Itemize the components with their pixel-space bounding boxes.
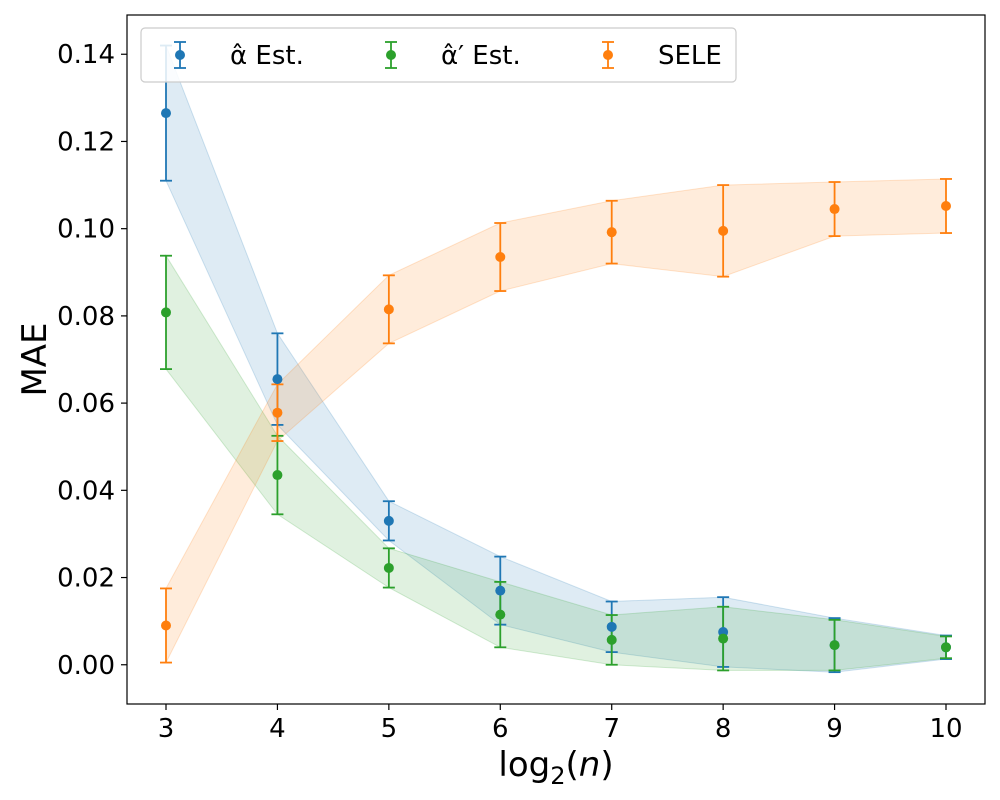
y-tick-label: 0.04 — [57, 476, 115, 506]
legend-item-series-2: SELE — [602, 41, 722, 71]
legend-marker — [385, 41, 397, 69]
point-series-0-x6 — [495, 585, 506, 596]
legend-label: SELE — [658, 41, 722, 71]
point-series-2-x3 — [161, 620, 171, 631]
point-series-2-x7 — [606, 227, 617, 238]
point-series-1-x9 — [829, 640, 840, 651]
point-series-1-x8 — [718, 633, 729, 644]
y-tick-label: 0.06 — [57, 389, 115, 419]
legend-item-series-1: α̂′ Est. — [385, 41, 521, 71]
x-tick-label: 10 — [929, 714, 962, 744]
data-points — [161, 108, 951, 653]
legend-marker — [602, 41, 614, 69]
point-series-1-x6 — [495, 609, 506, 620]
point-series-1-x7 — [606, 634, 617, 645]
legend-label: α̂ Est. — [230, 41, 304, 71]
confidence-bands — [165, 45, 947, 673]
x-tick-label: 3 — [158, 714, 175, 744]
point-series-0-x7 — [606, 621, 617, 632]
y-tick-label: 0.00 — [57, 651, 115, 681]
y-tick-label: 0.12 — [57, 127, 115, 157]
legend-marker — [174, 41, 186, 69]
point-series-1-x4 — [272, 470, 283, 481]
x-tick-label: 6 — [492, 714, 509, 744]
x-axis-ticks: 3 4 5 6 7 8 9 10 — [158, 704, 963, 744]
x-tick-label: 7 — [603, 714, 620, 744]
point-series-1-x3 — [161, 307, 171, 318]
point-series-2-x4 — [272, 407, 283, 418]
plot-frame — [126, 14, 986, 705]
band-series-1 — [165, 253, 947, 671]
x-tick-label: 9 — [826, 714, 843, 744]
band-series-0 — [165, 45, 947, 673]
point-series-2-x6 — [495, 252, 506, 263]
point-series-0-x4 — [272, 374, 283, 385]
y-tick-label: 0.02 — [57, 564, 115, 594]
point-series-2-x9 — [829, 204, 840, 215]
y-tick-label: 0.10 — [57, 215, 115, 245]
y-tick-label: 0.08 — [57, 302, 115, 332]
point-series-0-x5 — [383, 515, 394, 526]
point-series-1-x10 — [941, 642, 951, 653]
point-series-2-x5 — [383, 304, 394, 315]
y-axis-ticks: 0.00 0.02 0.04 0.06 0.08 0.10 0.12 0.14 — [57, 40, 127, 681]
y-tick-label: 0.14 — [57, 40, 115, 70]
x-axis-label: log2(n) — [498, 745, 613, 790]
point-series-0-x3 — [161, 108, 171, 119]
y-axis-label: MAE — [15, 322, 55, 396]
point-series-2-x8 — [718, 225, 729, 236]
point-series-2-x10 — [941, 201, 951, 212]
legend-label: α̂′ Est. — [441, 41, 521, 71]
x-tick-label: 8 — [715, 714, 732, 744]
legend-box — [140, 27, 737, 83]
legend: α̂ Est. α̂′ Est. SELE — [140, 27, 737, 83]
x-tick-label: 4 — [269, 714, 286, 744]
point-series-1-x5 — [383, 562, 394, 573]
legend-item-series-0: α̂ Est. — [174, 41, 304, 71]
x-tick-label: 5 — [381, 714, 398, 744]
